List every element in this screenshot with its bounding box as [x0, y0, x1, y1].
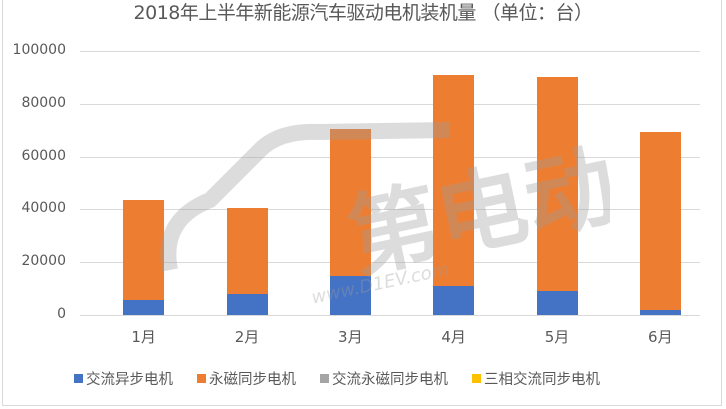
bar-segment[interactable]	[226, 293, 268, 315]
bar-segment[interactable]	[639, 309, 681, 315]
x-tick-label: 2月	[234, 328, 260, 346]
legend-swatch-icon	[197, 374, 206, 383]
legend-item[interactable]: 交流永磁同步电机	[320, 368, 448, 389]
bar-stack[interactable]	[329, 128, 371, 315]
y-tick-label: 20000	[21, 253, 66, 270]
legend-swatch-icon	[74, 374, 83, 383]
legend-swatch-icon	[472, 374, 481, 383]
bar-stack[interactable]	[639, 132, 681, 315]
y-tick-label: 80000	[21, 94, 66, 111]
legend-label: 交流永磁同步电机	[332, 372, 448, 388]
legend-label: 交流异步电机	[86, 372, 173, 388]
gridline	[80, 262, 700, 264]
bar-segment[interactable]	[639, 132, 681, 310]
chart-legend: 交流异步电机 永磁同步电机 交流永磁同步电机 三相交流同步电机	[74, 368, 600, 389]
x-tick-label: 6月	[648, 328, 673, 346]
x-tick-label: 5月	[544, 328, 570, 346]
gridline	[80, 51, 700, 52]
x-tick-label: 3月	[338, 328, 363, 346]
bar-segment[interactable]	[123, 299, 165, 315]
bar-segment[interactable]	[123, 199, 165, 300]
legend-label: 永磁同步电机	[209, 372, 296, 388]
x-tick-label: 1月	[131, 328, 156, 346]
legend-item[interactable]: 永磁同步电机	[197, 368, 296, 389]
bar-segment[interactable]	[433, 285, 475, 315]
gridline	[80, 315, 700, 316]
legend-label: 三相交流同步电机	[484, 372, 600, 388]
bar-segment[interactable]	[536, 76, 578, 291]
y-tick-label: 60000	[21, 147, 66, 164]
gridline	[80, 209, 700, 211]
bar-stack[interactable]	[226, 208, 268, 315]
y-tick-label: 40000	[21, 200, 66, 217]
plot-area	[80, 51, 700, 316]
gridline	[80, 156, 700, 158]
bar-segment[interactable]	[536, 290, 578, 315]
bar-segment[interactable]	[329, 275, 371, 315]
x-tick-label: 4月	[441, 328, 466, 346]
y-tick-label: 0	[57, 306, 66, 322]
bar-stack[interactable]	[536, 76, 578, 315]
y-tick-label: 100000	[12, 42, 66, 58]
bar-segment[interactable]	[433, 74, 475, 286]
chart-title: 2018年上半年新能源汽车驱动电机装机量 （单位：台）	[133, 2, 593, 24]
legend-swatch-icon	[320, 374, 329, 383]
bar-segment[interactable]	[226, 208, 268, 294]
bar-stack[interactable]	[123, 199, 165, 315]
legend-item[interactable]: 三相交流同步电机	[472, 368, 600, 389]
bar-stack[interactable]	[433, 74, 475, 315]
gridline	[80, 103, 700, 105]
legend-item[interactable]: 交流异步电机	[74, 368, 173, 389]
bar-segment[interactable]	[329, 128, 371, 276]
